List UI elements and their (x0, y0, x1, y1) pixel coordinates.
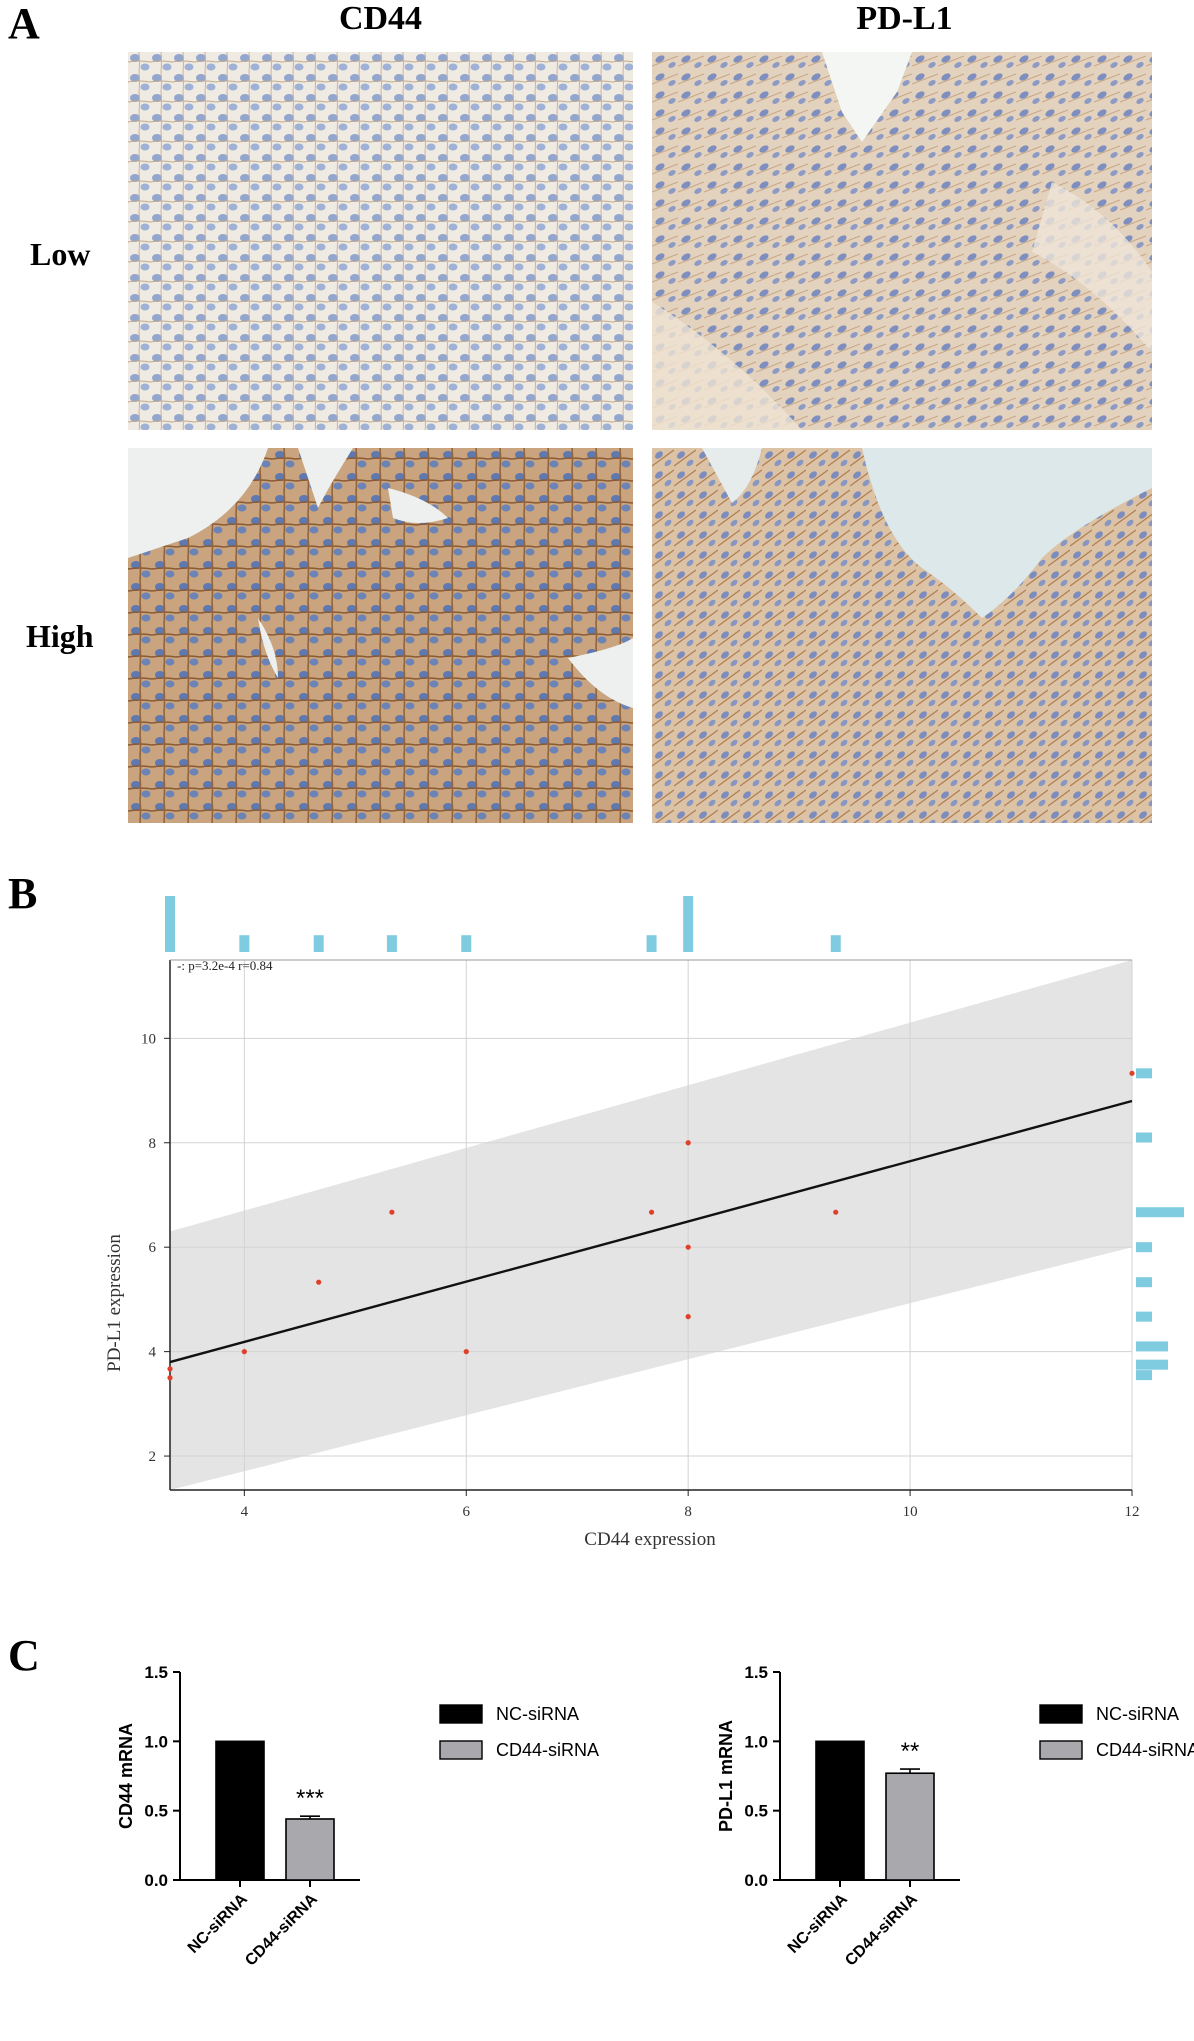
x-hist-bar (165, 896, 175, 952)
y-marginal-histogram (1136, 1068, 1184, 1381)
x-hist-bar (830, 935, 841, 952)
y-tick-label: 1.5 (744, 1663, 768, 1682)
micrograph-cd44-low (128, 52, 633, 430)
y-hist-bar (1136, 1277, 1152, 1288)
micrograph-pdl1-high (652, 448, 1152, 823)
x-tick-label: NC-siRNA (785, 1890, 851, 1956)
stats-annotation: -: p=3.2e-4 r=0.84 (177, 958, 273, 973)
scatter-plot: 4 6 8 10 12 2 4 6 8 10 -: p=3.2e-4 r=0.84 CD44 ex… (104, 896, 1184, 1550)
x-tick-label: 6 (463, 1504, 471, 1520)
x-axis-label: CD44 expression (584, 1529, 716, 1550)
scatter-point (648, 1209, 655, 1215)
bar-cd44-sirna (885, 1772, 935, 1881)
scatter-point (389, 1209, 395, 1215)
x-tick-label: CD44-siRNA (242, 1890, 321, 1969)
x-hist-bar (386, 935, 397, 952)
y-axis-label: PD-L1 mRNA (716, 1720, 736, 1832)
y-axis-label: PD-L1 expression (104, 1234, 125, 1372)
legend-swatch (1039, 1704, 1083, 1724)
scatter-point (241, 1349, 247, 1355)
panel-b-label: B (8, 869, 38, 918)
legend-swatch (439, 1704, 483, 1724)
confidence-band (170, 960, 1132, 1490)
y-axis-label: CD44 mRNA (116, 1723, 136, 1829)
legend-swatch (1039, 1740, 1083, 1760)
row-header-high: High (26, 618, 94, 654)
legend-swatch (439, 1740, 483, 1760)
axes (169, 959, 1132, 1491)
y-tick-label: 0.0 (144, 1871, 168, 1890)
x-marginal-histogram (165, 896, 841, 952)
x-tick-label: 10 (903, 1504, 918, 1520)
x-tick-label: NC-siRNA (185, 1890, 251, 1956)
bar-nc-sirna (815, 1740, 865, 1881)
x-hist-bar (683, 896, 694, 952)
grid-lines (170, 960, 1133, 1490)
scatter-point (685, 1314, 691, 1320)
x-tick-label: 12 (1125, 1504, 1140, 1520)
scatter-point (685, 1244, 691, 1250)
scatter-point (685, 1140, 691, 1146)
fit-line (169, 1099, 1133, 1364)
regression-line (169, 1099, 1133, 1364)
tick-labels: 4 6 8 10 12 2 4 6 8 10 (141, 1031, 1140, 1520)
y-tick-label: 0.5 (744, 1802, 768, 1821)
y-tick-label: 6 (149, 1240, 157, 1256)
scatter-point (316, 1279, 322, 1285)
y-tick-label: 1.5 (144, 1663, 168, 1682)
x-tick-label: 8 (684, 1504, 692, 1520)
y-tick-label: 8 (149, 1136, 157, 1152)
panel-a-label: A (8, 0, 40, 48)
y-tick-label: 10 (141, 1031, 156, 1047)
column-header-cd44: CD44 (338, 0, 423, 37)
scatter-point (833, 1209, 839, 1215)
y-hist-bar (1136, 1242, 1152, 1253)
scatter-point (167, 1366, 173, 1372)
significance-marker: ** (901, 1738, 920, 1765)
x-hist-bar (461, 935, 472, 952)
column-header-pdl1: PD-L1 (856, 0, 953, 37)
x-hist-bar (313, 935, 324, 952)
x-tick-label: CD44-siRNA (842, 1890, 921, 1969)
y-hist-bar (1136, 1132, 1152, 1143)
row-header-low: Low (30, 236, 91, 272)
y-hist-bar (1136, 1207, 1184, 1218)
legend-label: NC-siRNA (1096, 1704, 1179, 1724)
scatter-point (1129, 1070, 1135, 1076)
micrograph-cd44-high (128, 448, 633, 823)
legend-label: CD44-siRNA (496, 1740, 599, 1760)
bar-chart-cd44: 0.0 0.5 1.0 1.5 CD44 mRNA NC-siRNA *** CD44-siR… (116, 1663, 599, 1969)
bar-nc-sirna (215, 1740, 265, 1881)
y-tick-label: 1.0 (144, 1732, 168, 1751)
x-hist-bar (239, 935, 250, 952)
y-tick-label: 4 (149, 1345, 157, 1361)
x-tick-label: 4 (241, 1504, 249, 1520)
legend-label: CD44-siRNA (1096, 1740, 1194, 1760)
significance-marker: *** (296, 1785, 324, 1812)
scatter-point (167, 1375, 173, 1381)
scatter-points (167, 1070, 1135, 1381)
y-tick-label: 1.0 (744, 1732, 768, 1751)
y-hist-bar (1136, 1370, 1152, 1381)
confidence-band-area (170, 960, 1132, 1490)
micrograph-pdl1-low (652, 52, 1152, 430)
y-tick-label: 2 (149, 1449, 157, 1465)
bar-chart-pdl1: 0.0 0.5 1.0 1.5 PD-L1 mRNA NC-siRNA ** CD44-siR… (716, 1663, 1194, 1969)
x-hist-bar (646, 935, 657, 952)
y-hist-bar (1136, 1341, 1168, 1352)
bar-cd44-sirna (285, 1818, 335, 1881)
y-hist-bar (1136, 1068, 1152, 1079)
y-hist-bar (1136, 1359, 1168, 1370)
y-hist-bar (1136, 1311, 1152, 1322)
y-tick-label: 0.0 (744, 1871, 768, 1890)
scatter-point (463, 1349, 469, 1355)
legend-label: NC-siRNA (496, 1704, 579, 1724)
y-tick-label: 0.5 (144, 1802, 168, 1821)
panel-c-label: C (8, 1631, 40, 1680)
